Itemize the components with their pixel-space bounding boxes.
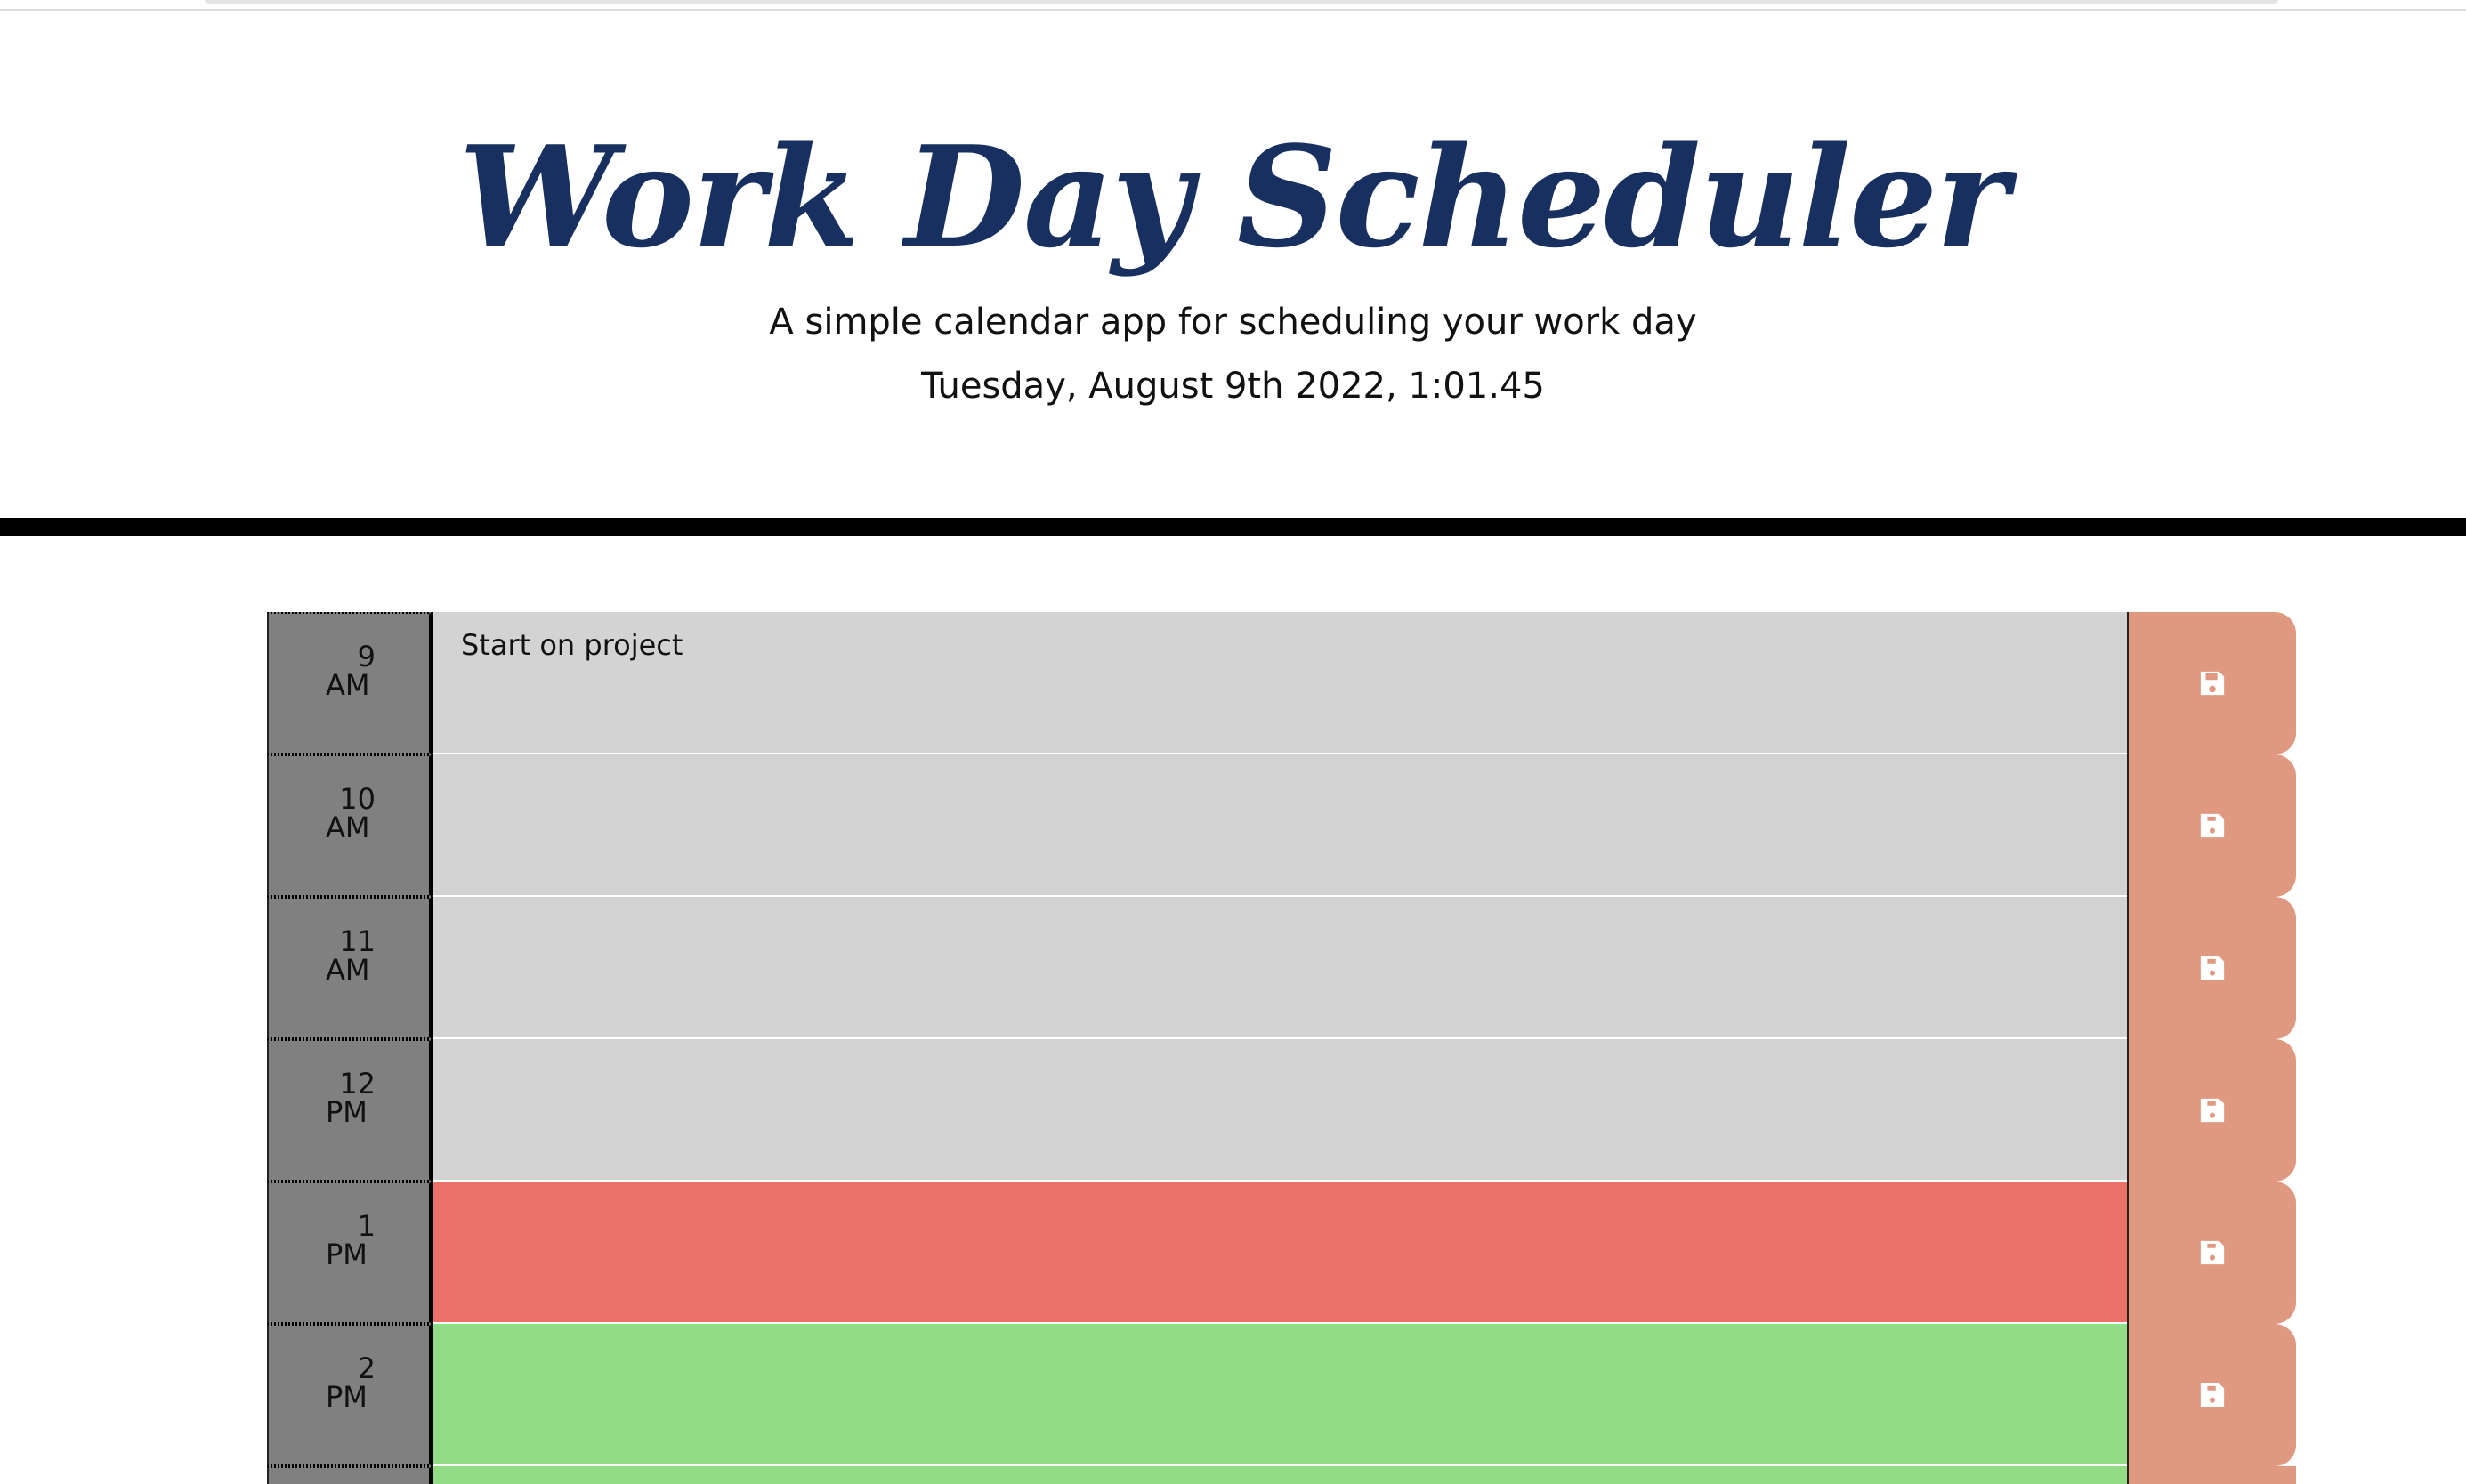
save-button[interactable] [2127, 1182, 2296, 1324]
save-button[interactable] [2127, 1039, 2296, 1182]
time-block-12pm: 12 PM [267, 1039, 2296, 1182]
save-icon [2199, 1097, 2226, 1124]
save-button[interactable] [2127, 1324, 2296, 1466]
browser-top-edge [0, 0, 2466, 11]
save-icon [2199, 1382, 2226, 1408]
hour-period: PM [326, 1380, 368, 1414]
time-block-1pm: 1 PM [267, 1182, 2296, 1324]
hour-label: 12 PM [267, 1039, 433, 1182]
hour-number: 2 [357, 1351, 376, 1385]
event-description-input[interactable]: Start on project [433, 612, 2127, 754]
hour-label [267, 1466, 433, 1484]
hour-number: 11 [339, 924, 376, 958]
save-button[interactable] [2127, 754, 2296, 897]
hour-period: AM [326, 668, 370, 702]
address-bar-edge [205, 0, 2278, 4]
event-description-input[interactable] [433, 897, 2127, 1039]
page-title: Work Day Scheduler [458, 116, 2009, 278]
save-icon [2199, 670, 2226, 697]
hour-label: 9 AM [267, 612, 433, 754]
hour-label: 10 AM [267, 754, 433, 897]
hour-period: AM [326, 811, 370, 844]
hour-period: PM [326, 1238, 368, 1271]
hour-number: 12 [339, 1067, 376, 1101]
save-button[interactable] [2127, 1466, 2296, 1484]
hour-label: 2 PM [267, 1324, 433, 1466]
hour-period: AM [326, 953, 370, 987]
time-block-partial [267, 1466, 2296, 1484]
hour-label: 1 PM [267, 1182, 433, 1324]
event-description-input[interactable] [433, 1324, 2127, 1466]
hour-number: 10 [339, 782, 376, 816]
event-description-input[interactable] [433, 1039, 2127, 1182]
event-description-input[interactable] [433, 1182, 2127, 1324]
save-icon [2199, 955, 2226, 981]
time-block-2pm: 2 PM [267, 1324, 2296, 1466]
save-icon [2199, 1239, 2226, 1266]
save-icon [2199, 812, 2226, 839]
time-block-11am: 11 AM [267, 897, 2296, 1039]
hour-label: 11 AM [267, 897, 433, 1039]
save-button[interactable] [2127, 612, 2296, 754]
time-block-10am: 10 AM [267, 754, 2296, 897]
time-block-9am: 9 AM Start on project [267, 612, 2296, 754]
hour-period: PM [326, 1095, 368, 1129]
event-description-partial[interactable] [433, 1466, 2127, 1484]
hour-number: 9 [357, 640, 376, 673]
event-description-input[interactable] [433, 754, 2127, 897]
save-button[interactable] [2127, 897, 2296, 1039]
page-header: Work Day Scheduler A simple calendar app… [0, 11, 2466, 536]
schedule-container: 9 AM Start on project 10 AM 11 AM [267, 612, 2296, 1484]
hour-number: 1 [357, 1209, 376, 1243]
current-day-time: Tuesday, August 9th 2022, 1:01.45 [921, 366, 1545, 407]
page-subtitle: A simple calendar app for scheduling you… [769, 302, 1697, 343]
